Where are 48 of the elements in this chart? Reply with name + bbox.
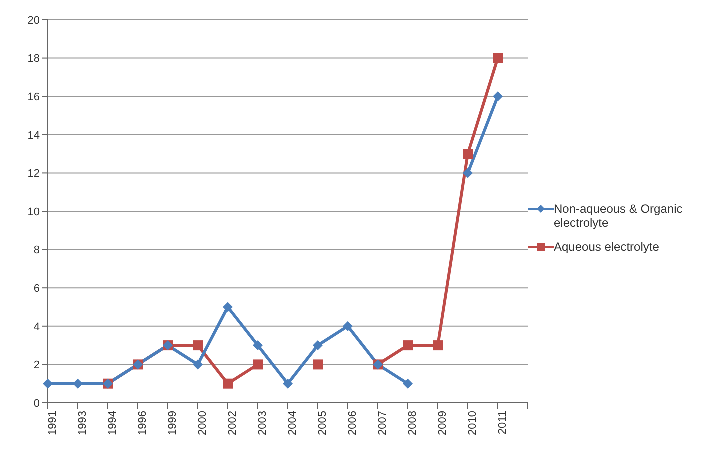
point: [193, 340, 203, 351]
x-tick-label: 2006: [346, 411, 359, 436]
point: [253, 340, 263, 351]
y-tick-label: 2: [34, 360, 40, 372]
point: [193, 360, 203, 370]
x-tick-label: 1991: [46, 411, 59, 436]
point: [463, 149, 473, 160]
y-tick-label: 6: [34, 283, 40, 296]
y-tick-label: 10: [28, 206, 40, 218]
x-tick-label: 1999: [166, 411, 179, 436]
point: [493, 53, 503, 64]
point: [403, 378, 413, 389]
point: [343, 321, 353, 332]
x-tick-label: 2011: [496, 411, 509, 435]
x-tick-label: 2008: [406, 411, 419, 436]
point: [493, 92, 503, 102]
x-tick-label: 2003: [256, 411, 269, 436]
x-tick-label: 2004: [286, 411, 299, 436]
x-tick-label: 2002: [226, 411, 239, 436]
y-tick-label: 0: [34, 398, 40, 410]
x-tick-label: 2000: [196, 411, 209, 436]
y-tick-label: 20: [28, 14, 40, 27]
point: [433, 340, 443, 351]
point: [223, 302, 233, 312]
point: [73, 378, 83, 389]
x-tick-label: 1994: [106, 411, 119, 436]
point: [403, 340, 413, 351]
point: [223, 378, 233, 389]
x-tick-label: 1996: [136, 411, 149, 436]
point: [253, 360, 263, 370]
x-tick-label: 2007: [376, 411, 389, 436]
x-tick-label: 2010: [466, 411, 479, 436]
point: [463, 168, 473, 178]
point: [313, 340, 323, 351]
y-tick-label: 12: [28, 168, 40, 180]
legend-label: Aqueous electrolyte: [554, 240, 660, 254]
point: [283, 378, 293, 389]
y-tick-label: 18: [28, 53, 40, 66]
point: [43, 378, 53, 389]
point: [313, 360, 323, 370]
y-tick-label: 4: [34, 321, 40, 334]
x-tick-label: 1993: [76, 411, 89, 436]
y-tick-label: 14: [28, 130, 40, 142]
legend-label: Non-aqueous & Organic electrolyte: [554, 202, 684, 230]
y-tick-label: 8: [34, 244, 40, 257]
y-tick-label: 16: [28, 92, 40, 104]
x-tick-label: 2005: [316, 411, 329, 436]
x-tick-label: 2009: [436, 411, 449, 436]
